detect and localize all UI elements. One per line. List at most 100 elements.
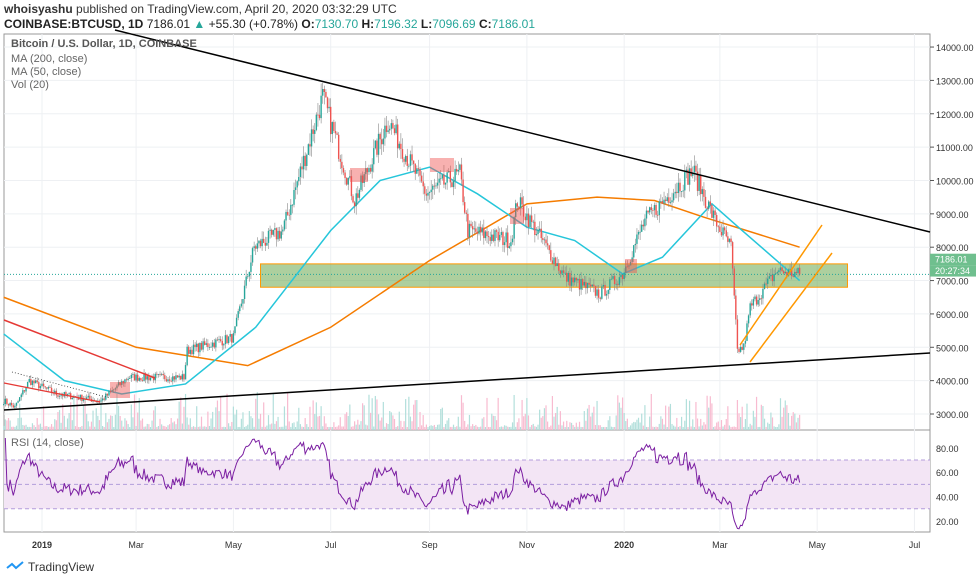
candle-body: [403, 158, 405, 162]
volume-bar: [641, 413, 643, 430]
candle-body: [789, 268, 791, 270]
candle-body: [149, 377, 152, 381]
volume-bar: [759, 426, 761, 430]
candle-body: [767, 278, 769, 284]
volume-bar: [172, 422, 174, 430]
candle-body: [435, 185, 437, 187]
volume-bar: [513, 394, 515, 430]
volume-bar: [500, 426, 502, 430]
volume-bar: [113, 426, 115, 430]
volume-bar: [609, 416, 611, 430]
candle-body: [558, 263, 560, 271]
candle-body: [114, 388, 117, 390]
candle-body: [127, 378, 129, 380]
volume-bar: [165, 426, 168, 430]
volume-bar: [117, 405, 120, 430]
candle-body: [247, 276, 249, 278]
volume-bar: [49, 426, 51, 430]
volume-bar: [106, 422, 108, 430]
volume-bar: [226, 393, 228, 430]
candle-body: [342, 168, 345, 173]
volume-bar: [108, 418, 110, 430]
volume-bar: [422, 415, 424, 430]
candle-body: [184, 365, 187, 380]
legend-rsi[interactable]: RSI (14, close): [11, 437, 84, 449]
y-tick-label: 14000.00: [936, 43, 974, 53]
candle-body: [25, 387, 27, 392]
volume-bar: [631, 423, 633, 430]
volume-bar: [164, 426, 166, 430]
volume-bar: [3, 425, 5, 430]
candle-body: [50, 387, 53, 393]
volume-bar: [617, 395, 619, 430]
candle-body: [642, 224, 645, 227]
volume-bar: [478, 427, 480, 430]
volume-bar: [634, 422, 636, 430]
candle-body: [475, 228, 477, 232]
candle-body: [148, 376, 150, 381]
candle-body: [100, 400, 102, 402]
candle-body: [162, 373, 164, 376]
candle-body: [336, 133, 338, 135]
highlight-box: [625, 259, 637, 273]
candle-body: [476, 231, 479, 234]
legend-vol[interactable]: Vol (20): [11, 79, 49, 91]
volume-bar: [548, 427, 550, 430]
candle-body: [270, 229, 273, 235]
legend-ma200[interactable]: MA (200, close): [11, 53, 88, 65]
channel-upper: [739, 224, 823, 346]
candle-body: [68, 393, 70, 395]
volume-bar: [476, 426, 479, 430]
volume-bar: [331, 426, 333, 430]
volume-bar: [183, 406, 185, 430]
candle-body: [130, 374, 133, 379]
candle-body: [159, 374, 161, 375]
candle-body: [4, 398, 7, 405]
volume-bar: [320, 406, 322, 430]
candle-body: [290, 204, 292, 215]
volume-bar: [451, 426, 453, 430]
volume-bar: [4, 419, 6, 430]
volume-bar: [318, 415, 321, 430]
candle-body: [85, 397, 88, 400]
candle-body: [366, 168, 369, 173]
volume-bar: [526, 398, 528, 430]
volume-bar: [724, 424, 726, 430]
candle-body: [309, 144, 311, 147]
candle-body: [524, 216, 526, 221]
volume-bar: [714, 426, 716, 430]
x-tick-label: Nov: [519, 540, 536, 550]
candle-body: [211, 342, 214, 347]
author[interactable]: whoisyashu: [4, 2, 73, 16]
candle-body: [545, 239, 547, 244]
volume-bar: [577, 426, 579, 430]
volume-bar: [39, 423, 42, 430]
candle-body: [554, 257, 557, 267]
volume-bar: [612, 427, 614, 430]
candle-body: [101, 398, 104, 401]
candle-body: [596, 289, 598, 296]
candle-body: [631, 257, 633, 262]
candle-body: [277, 230, 279, 240]
volume-bar: [350, 426, 353, 430]
volume-bar: [392, 415, 394, 430]
candle-body: [428, 192, 431, 193]
candle-body: [543, 239, 546, 241]
volume-bar: [669, 403, 672, 430]
volume-bar: [105, 413, 107, 430]
volume-bar: [588, 404, 590, 430]
volume-bar: [250, 416, 252, 430]
candle-body: [613, 276, 616, 285]
volume-bar: [63, 415, 65, 430]
volume-bar: [19, 403, 21, 430]
volume-bar: [518, 418, 520, 430]
legend-ma50[interactable]: MA (50, close): [11, 66, 82, 78]
candle-body: [3, 404, 5, 406]
candle-body: [231, 334, 233, 343]
volume-bar: [119, 416, 121, 430]
candle-body: [299, 166, 302, 178]
branding-text: TradingView: [28, 560, 95, 574]
volume-bar: [384, 426, 386, 430]
volume-bar: [15, 425, 18, 430]
